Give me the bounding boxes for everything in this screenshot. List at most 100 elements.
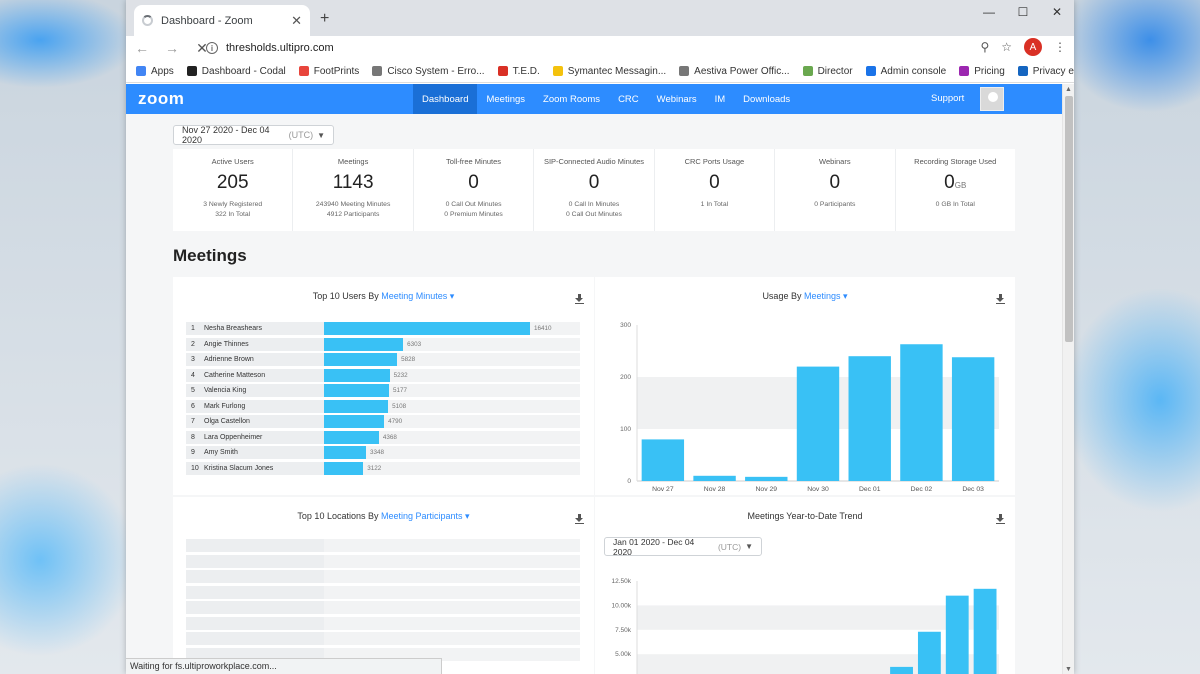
chart-bar[interactable] [945, 595, 969, 674]
grid-band [637, 654, 999, 674]
user-bar[interactable] [324, 384, 389, 397]
chart-bar[interactable] [693, 475, 736, 481]
trend-date-picker[interactable]: Jan 01 2020 - Dec 04 2020 (UTC) ▼ [604, 537, 762, 557]
bookmark-star-icon[interactable]: ☆ [1001, 40, 1012, 54]
user-bar-value: 4790 [388, 418, 403, 425]
bookmark-item[interactable]: Apps [136, 66, 174, 77]
magnifier-icon[interactable]: ⚲ [980, 40, 990, 54]
minimize-icon[interactable]: — [983, 5, 995, 19]
stat-sub-line: 3 Newly Registered [203, 201, 263, 208]
chart-bar[interactable] [900, 344, 943, 481]
trend-range-tz: (UTC) [717, 541, 742, 552]
top-locations-metric-dropdown[interactable]: Meeting Participants ▾ [381, 511, 470, 521]
user-avatar-icon[interactable] [980, 87, 1004, 111]
user-label: 7 Olga Castellon [186, 415, 324, 428]
back-arrow-icon[interactable]: ← [135, 40, 149, 56]
stat-label: Webinars [819, 157, 851, 166]
usage-panel: Usage By Meetings ▾ 0 100 200 300 Nov 27 Nov … [595, 277, 1015, 495]
user-name: Adrienne Brown [204, 356, 254, 363]
y-tick-label: 200 [620, 374, 631, 381]
bookmark-item[interactable]: FootPrints [298, 66, 359, 77]
user-bar[interactable] [324, 461, 364, 475]
nav-webinars[interactable]: Webinars [656, 93, 697, 105]
info-icon[interactable]: i [206, 42, 218, 54]
user-bar[interactable] [324, 353, 398, 366]
user-bar-track: 3122 [324, 461, 580, 475]
new-tab-button[interactable]: + [320, 10, 330, 27]
bookmark-item[interactable]: T.E.D. [497, 66, 540, 77]
bookmark-label: Symantec Messagin... [567, 65, 667, 77]
download-icon[interactable] [996, 514, 1005, 524]
user-bar[interactable] [324, 399, 389, 413]
nav-downloads[interactable]: Downloads [743, 93, 791, 105]
location-label [186, 632, 324, 645]
chart-bar[interactable] [796, 366, 840, 481]
location-row-placeholder [186, 585, 580, 599]
address-bar[interactable]: i thresholds.ultipro.com [206, 37, 1004, 59]
bookmark-item[interactable]: Privacy error [1017, 66, 1074, 77]
chart-bar[interactable] [641, 439, 685, 481]
nav-zoom-rooms[interactable]: Zoom Rooms [543, 93, 601, 105]
download-icon[interactable] [996, 294, 1005, 304]
nav-meetings[interactable]: Meetings [486, 93, 526, 105]
toolbar-actions: ⚲ ☆ A ⋮ [980, 38, 1066, 56]
bookmark-item[interactable]: Director [802, 66, 853, 77]
kebab-menu-icon[interactable]: ⋮ [1054, 40, 1066, 54]
user-bar-row: 9 Amy Smith 3348 [186, 446, 580, 459]
user-bar[interactable] [324, 415, 385, 428]
bookmark-item[interactable]: Aestiva Power Offic... [679, 66, 790, 77]
support-link[interactable]: Support [931, 93, 965, 104]
bookmark-item[interactable]: Symantec Messagin... [552, 65, 667, 77]
chart-bar[interactable] [848, 356, 891, 481]
user-bar[interactable] [324, 368, 390, 382]
stat-number: 0 [588, 172, 600, 193]
top-users-metric-dropdown[interactable]: Meeting Minutes ▾ [381, 291, 455, 301]
nav-dashboard[interactable]: Dashboard [413, 84, 478, 114]
stat-value: 205 [173, 172, 292, 196]
user-name: Valencia King [204, 387, 247, 394]
user-bar[interactable] [324, 446, 367, 459]
usage-metric-dropdown[interactable]: Meetings ▾ [803, 291, 848, 301]
bookmark-item[interactable]: Pricing [959, 66, 1005, 77]
user-name: Olga Castellon [204, 418, 250, 425]
nav-crc[interactable]: CRC [618, 93, 639, 105]
tab-close-icon[interactable]: ✕ [291, 12, 302, 28]
nav-im[interactable]: IM [714, 93, 726, 105]
download-icon[interactable] [575, 514, 584, 524]
maximize-icon[interactable]: ☐ [1017, 5, 1029, 19]
window-controls: — ☐ ✕ [972, 0, 1074, 24]
stat-sub: 0 Call Out Minutes 0 Premium Minutes [414, 200, 533, 220]
chart-bar[interactable] [951, 357, 995, 481]
top-locations-panel: Top 10 Locations By Meeting Participants… [173, 497, 594, 674]
zoom-logo[interactable]: zoom [138, 89, 185, 108]
user-bar[interactable] [324, 430, 379, 444]
profile-avatar[interactable]: A [1024, 38, 1042, 56]
forward-arrow-icon[interactable]: → [165, 40, 179, 56]
grid-band [637, 605, 999, 630]
bookmark-item[interactable]: Dashboard - Codal [186, 66, 286, 77]
scroll-down-icon[interactable]: ▼ [1065, 666, 1072, 673]
date-range-picker[interactable]: Nov 27 2020 - Dec 04 2020 (UTC) ▼ [173, 125, 334, 145]
chart-bar[interactable] [973, 588, 997, 674]
browser-tab[interactable]: Dashboard - Zoom ✕ [134, 5, 310, 36]
user-rank: 5 [191, 387, 195, 394]
url-text[interactable]: thresholds.ultipro.com [226, 42, 334, 54]
page-scrollbar[interactable]: ▲ ▼ [1062, 84, 1074, 674]
download-icon[interactable] [575, 294, 584, 304]
user-bar-row: 8 Lara Oppenheimer 4368 [186, 430, 580, 444]
user-bar-value: 16410 [534, 325, 552, 332]
bookmark-item[interactable]: Admin console [865, 66, 946, 77]
close-window-icon[interactable]: ✕ [1051, 5, 1063, 19]
user-name: Kristina Slacum Jones [204, 464, 274, 472]
user-bar[interactable] [324, 322, 530, 335]
bookmark-item[interactable]: Cisco System - Erro... [372, 66, 485, 77]
scroll-up-icon[interactable]: ▲ [1065, 86, 1072, 93]
user-bar[interactable] [324, 337, 404, 351]
top-locations-title: Top 10 Locations By Meeting Participants… [173, 511, 594, 522]
chart-bar[interactable] [890, 666, 913, 674]
scroll-thumb[interactable] [1065, 96, 1073, 342]
chart-bar[interactable] [745, 476, 788, 481]
chart-bar[interactable] [917, 631, 941, 674]
stop-loading-icon[interactable]: ✕ [196, 39, 208, 56]
